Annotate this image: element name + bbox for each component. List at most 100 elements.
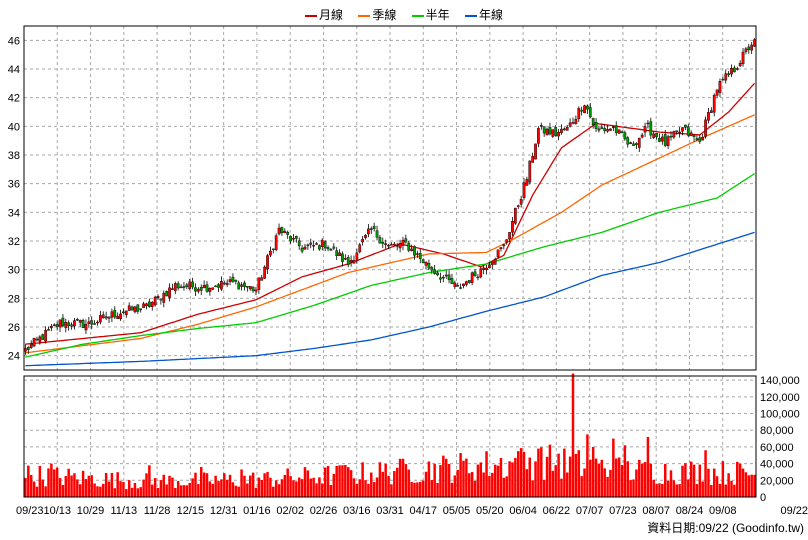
legend-item-quarter: 季線 [358, 6, 396, 23]
volume-bar [410, 481, 413, 497]
candle-body [341, 253, 344, 262]
volume-bar [439, 465, 442, 497]
volume-bar [217, 481, 220, 497]
candle-body [286, 231, 290, 235]
candle-body [263, 266, 266, 279]
volume-bar [678, 484, 681, 497]
candle-body [162, 292, 166, 303]
volume-bar [151, 484, 154, 497]
volume-bar [661, 483, 664, 497]
volume-bar [571, 373, 575, 497]
candle-body [194, 287, 197, 292]
candle-body [343, 258, 347, 260]
candle-body [441, 276, 445, 279]
axis-labels: 24 26 28 30 32 34 36 38 40 42 44 46 0 20,000 40,000 60,… [8, 35, 808, 517]
volume-bar [488, 475, 491, 497]
candle-body [534, 143, 537, 160]
candle-body [243, 282, 246, 287]
volume-bar [401, 458, 405, 497]
volume-bar [300, 479, 304, 497]
volume-bar [450, 482, 454, 497]
volume-bar [289, 476, 292, 497]
candle-body [378, 237, 382, 244]
candle-body [352, 260, 356, 264]
candle-body [231, 276, 235, 282]
volume-tick-label: 80,000 [760, 425, 794, 437]
volume-bar [462, 460, 465, 497]
volume-bar [58, 478, 62, 497]
volume-bar [652, 479, 655, 497]
candle-body [632, 143, 635, 146]
volume-bar [344, 465, 347, 497]
candle-body [346, 257, 350, 266]
candle-body [747, 46, 751, 51]
volume-bar [479, 462, 483, 497]
candle-body [338, 252, 341, 257]
candle-body [542, 126, 546, 134]
volume-bar [125, 489, 128, 497]
volume-bar [626, 461, 629, 497]
volume-bar [416, 482, 419, 497]
legend-item-month: 月線 [304, 6, 343, 23]
date-tick-label: 04/17 [410, 505, 438, 517]
candle-body [571, 122, 575, 124]
candle-body [130, 306, 134, 311]
candle-body [531, 156, 535, 163]
candle-body [90, 320, 94, 325]
candle-body [35, 338, 39, 341]
volume-bar [384, 463, 387, 497]
candle-body [52, 324, 56, 327]
volume-bar [162, 474, 166, 497]
candle-body [522, 182, 526, 198]
candle-body [588, 107, 592, 117]
candle-body [104, 316, 108, 319]
volume-bar [609, 469, 612, 497]
price-tick-label: 44 [8, 64, 20, 76]
volume-bar [361, 462, 364, 497]
volume-bar [640, 463, 644, 497]
volume-bar [358, 479, 361, 497]
candle-body [222, 282, 226, 285]
volume-bar [586, 434, 589, 497]
candle-body [254, 289, 258, 292]
candle-body [574, 119, 578, 124]
date-tick-label: 05/05 [443, 505, 471, 517]
candle-body [715, 89, 719, 96]
volume-bar [695, 484, 699, 497]
candle-body [514, 207, 517, 224]
candle-body [381, 241, 385, 244]
date-tick-label: 08/24 [676, 505, 704, 517]
candle-body [326, 247, 330, 250]
candle-body [269, 250, 272, 256]
volume-bar [620, 465, 624, 497]
volume-bar [139, 487, 142, 497]
candle-body [606, 129, 609, 132]
volume-bar [364, 480, 367, 497]
candle-body [64, 321, 68, 328]
candle-body [450, 278, 454, 285]
volume-bar [70, 475, 73, 497]
candle-body [750, 44, 754, 51]
volume-bar [580, 476, 583, 497]
volume-bar [211, 483, 215, 497]
volume-bar [721, 461, 725, 497]
candle-body [707, 112, 710, 121]
candle-body [652, 133, 656, 138]
volume-bar [542, 479, 546, 497]
candle-body [551, 129, 555, 137]
candlesticks [24, 38, 756, 355]
volume-bar [127, 480, 131, 497]
volume-tick-label: 20,000 [760, 475, 794, 487]
candle-body [165, 291, 169, 297]
volume-bar [692, 464, 696, 497]
candle-body [197, 288, 200, 292]
volume-bar [96, 486, 99, 497]
volume-bar [525, 469, 529, 497]
candle-body [257, 277, 261, 290]
candle-body [649, 121, 653, 136]
volume-bar [297, 477, 301, 497]
volume-bar [710, 484, 713, 497]
price-panel-border [23, 25, 757, 371]
volume-bar [655, 483, 658, 497]
